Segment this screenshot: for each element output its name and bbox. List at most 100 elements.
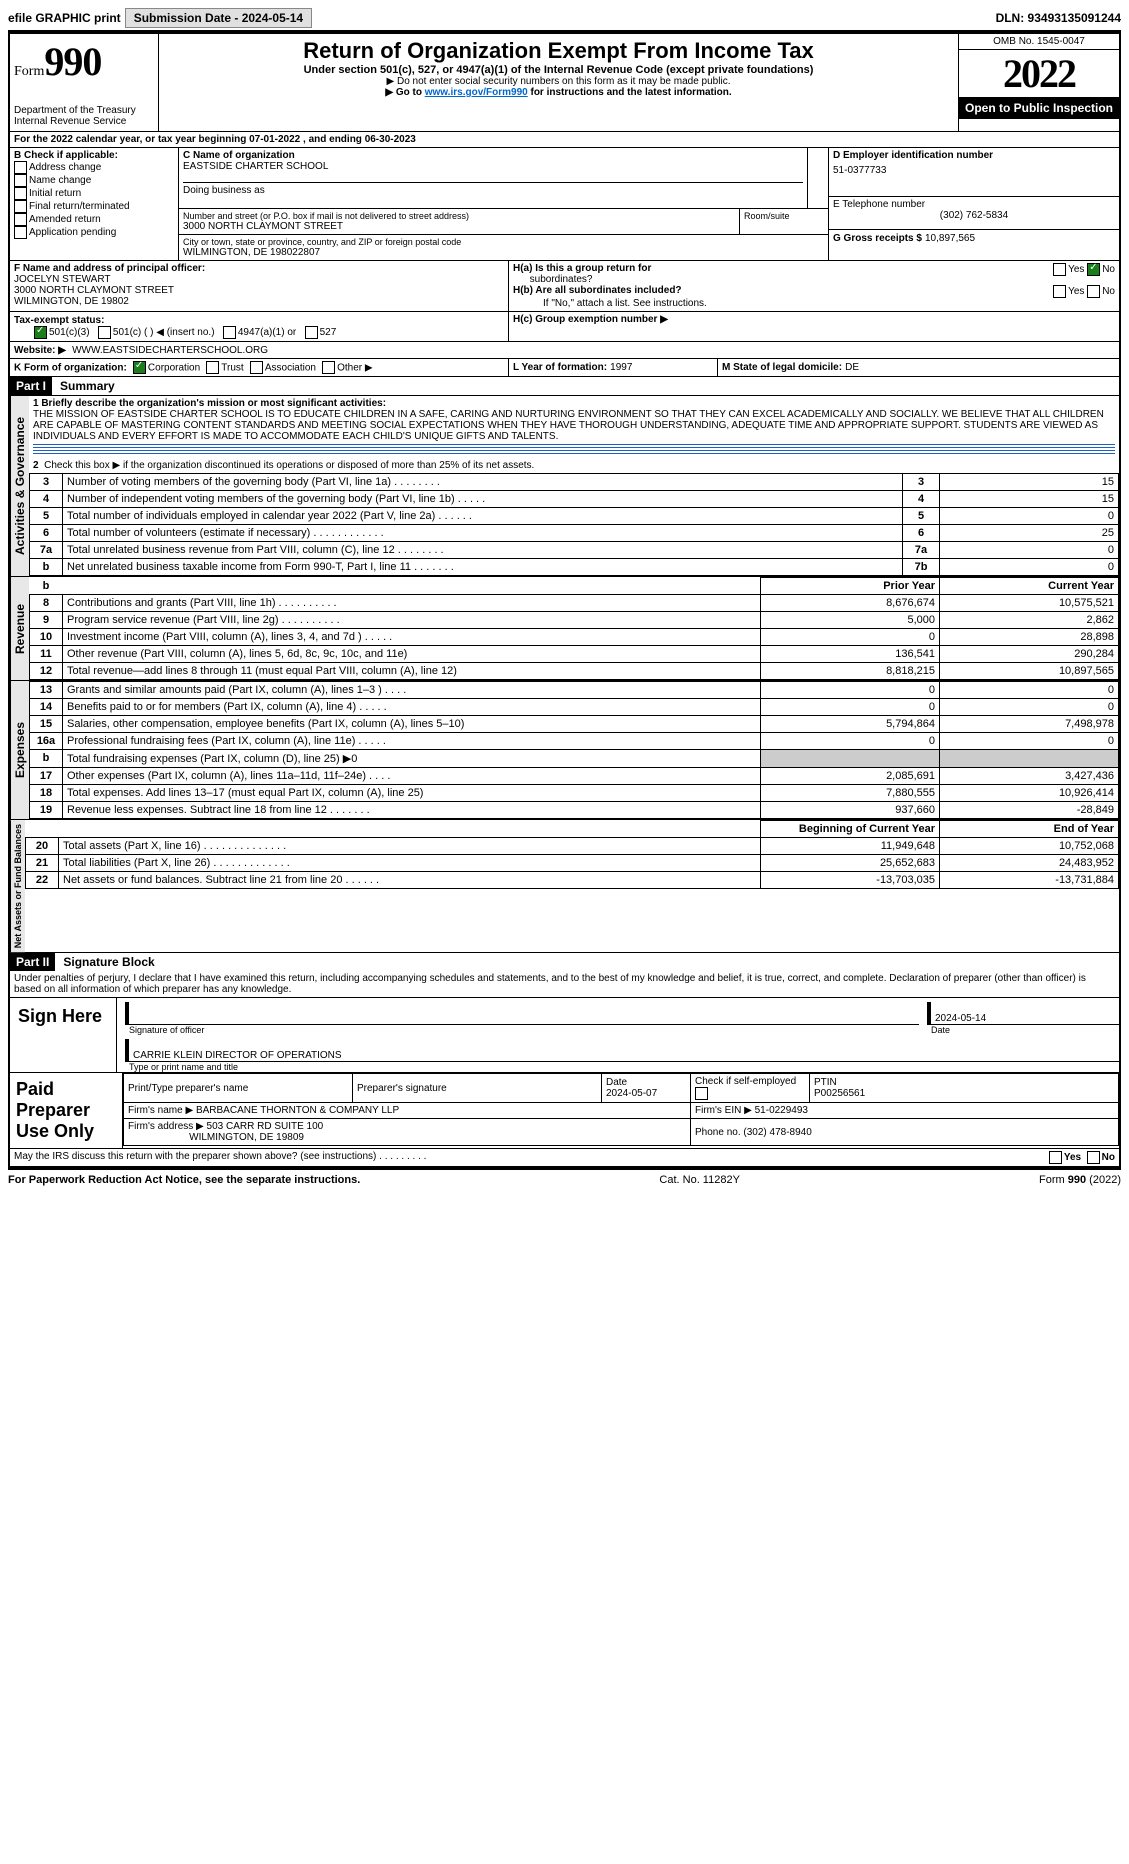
section-l: L Year of formation: 1997 — [509, 359, 718, 376]
irs-link[interactable]: www.irs.gov/Form990 — [425, 87, 528, 98]
section-k: K Form of organization: Corporation Trus… — [10, 359, 509, 376]
b-initial-return[interactable]: Initial return — [29, 188, 81, 199]
table-row: 14Benefits paid to or for members (Part … — [30, 699, 1119, 716]
firm-addr2: WILMINGTON, DE 19809 — [189, 1132, 304, 1143]
hb-yes[interactable]: Yes — [1068, 286, 1084, 297]
section-m: M State of legal domicile: DE — [718, 359, 1119, 376]
room-label: Room/suite — [744, 211, 824, 221]
j-label: Website: ▶ — [14, 345, 66, 356]
officer-addr2: WILMINGTON, DE 19802 — [14, 296, 504, 307]
preparer-title: Paid Preparer Use Only — [10, 1073, 123, 1148]
b-app-pending[interactable]: Application pending — [29, 227, 116, 238]
section-b: B Check if applicable: Address change Na… — [10, 148, 179, 260]
netassets-section: Net Assets or Fund Balances Beginning of… — [10, 819, 1119, 952]
col-prior-year: Prior Year — [761, 578, 940, 595]
b-address-change[interactable]: Address change — [29, 162, 101, 173]
f-label: F Name and address of principal officer: — [14, 263, 504, 274]
firm-ein-label: Firm's EIN ▶ — [695, 1105, 752, 1116]
prep-sig-label: Preparer's signature — [353, 1074, 602, 1103]
discuss-yes[interactable]: Yes — [1064, 1152, 1081, 1163]
hb-no[interactable]: No — [1102, 286, 1115, 297]
form-note1: ▶ Do not enter social security numbers o… — [163, 76, 954, 87]
part-i-header: Part I Summary — [10, 376, 1119, 395]
c-name-label: C Name of organization — [183, 150, 803, 161]
netassets-table: Beginning of Current YearEnd of Year 20T… — [25, 820, 1119, 889]
sig-date-label: Date — [931, 1025, 1119, 1035]
state-domicile: DE — [845, 362, 859, 373]
b-name-change[interactable]: Name change — [29, 175, 91, 186]
section-j: Website: ▶ WWW.EASTSIDECHARTERSCHOOL.ORG — [10, 342, 1119, 358]
i-527[interactable]: 527 — [320, 327, 337, 338]
ptin-value: P00256561 — [814, 1088, 865, 1099]
i-label: Tax-exempt status: — [14, 315, 104, 326]
summary-section: Activities & Governance 1 Briefly descri… — [10, 395, 1119, 576]
i-4947[interactable]: 4947(a)(1) or — [238, 327, 296, 338]
table-row: 9Program service revenue (Part VIII, lin… — [30, 612, 1119, 629]
sig-name-value: CARRIE KLEIN DIRECTOR OF OPERATIONS — [125, 1039, 1119, 1062]
k-trust[interactable]: Trust — [221, 362, 243, 373]
sig-type-label: Type or print name and title — [129, 1062, 1119, 1072]
form-word: Form — [14, 64, 44, 79]
part-i-title: Summary — [52, 379, 115, 393]
discuss-text: May the IRS discuss this return with the… — [14, 1151, 1049, 1164]
officer-addr1: 3000 NORTH CLAYMONT STREET — [14, 285, 504, 296]
col-current-year: Current Year — [940, 578, 1119, 595]
form-note2: ▶ Go to www.irs.gov/Form990 for instruct… — [163, 87, 954, 98]
vlabel-expenses: Expenses — [10, 681, 29, 819]
b-final-return[interactable]: Final return/terminated — [29, 201, 130, 212]
section-h: H(a) Is this a group return for subordin… — [509, 261, 1119, 311]
firm-ein: 51-0229493 — [755, 1105, 808, 1116]
submission-date-button[interactable]: Submission Date - 2024-05-14 — [125, 8, 312, 28]
footer-mid: Cat. No. 11282Y — [659, 1174, 740, 1186]
part-ii-title: Signature Block — [55, 955, 154, 969]
form-number: 990 — [44, 39, 101, 84]
firm-label: Firm's name ▶ — [128, 1105, 193, 1116]
table-row: 18Total expenses. Add lines 13–17 (must … — [30, 785, 1119, 802]
i-501c[interactable]: 501(c) ( ) ◀ (insert no.) — [113, 327, 215, 338]
part-ii-badge: Part II — [10, 953, 55, 971]
ha-no[interactable]: No — [1102, 264, 1115, 275]
i-501c3[interactable]: 501(c)(3) — [49, 327, 90, 338]
table-row: 7aTotal unrelated business revenue from … — [30, 542, 1119, 559]
vlabel-revenue: Revenue — [10, 577, 29, 680]
l-label: L Year of formation: — [513, 362, 607, 373]
line-a: For the 2022 calendar year, or tax year … — [10, 132, 1119, 147]
table-row: 3Number of voting members of the governi… — [30, 474, 1119, 491]
table-row: 21Total liabilities (Part X, line 26) . … — [26, 855, 1119, 872]
city-label: City or town, state or province, country… — [183, 237, 824, 247]
ein-value: 51-0377733 — [833, 165, 1115, 176]
firm-phone: (302) 478-8940 — [743, 1127, 811, 1138]
topbar: efile GRAPHIC print Submission Date - 20… — [8, 8, 1121, 32]
table-row: 11Other revenue (Part VIII, column (A), … — [30, 646, 1119, 663]
addr-label: Number and street (or P.O. box if mail i… — [183, 211, 735, 221]
section-f: F Name and address of principal officer:… — [10, 261, 509, 311]
section-c: C Name of organization EASTSIDE CHARTER … — [179, 148, 828, 260]
hb-note: If "No," attach a list. See instructions… — [513, 298, 1115, 309]
hc-label: H(c) Group exemption number ▶ — [513, 314, 668, 325]
revenue-section: Revenue bPrior YearCurrent Year 8Contrib… — [10, 576, 1119, 680]
paid-preparer-block: Paid Preparer Use Only Print/Type prepar… — [10, 1072, 1119, 1148]
omb-number: OMB No. 1545-0047 — [959, 34, 1119, 50]
table-row: 6Total number of volunteers (estimate if… — [30, 525, 1119, 542]
k-other[interactable]: Other ▶ — [337, 362, 372, 373]
firm-addr-label: Firm's address ▶ — [128, 1121, 204, 1132]
table-row: 19Revenue less expenses. Subtract line 1… — [30, 802, 1119, 819]
table-row: 20Total assets (Part X, line 16) . . . .… — [26, 838, 1119, 855]
note2-pre: ▶ Go to — [385, 87, 424, 98]
discuss-no[interactable]: No — [1102, 1152, 1115, 1163]
k-assoc[interactable]: Association — [265, 362, 316, 373]
org-name: EASTSIDE CHARTER SCHOOL — [183, 161, 803, 172]
governance-table: 3Number of voting members of the governi… — [29, 473, 1119, 576]
col-boy: Beginning of Current Year — [761, 821, 940, 838]
prep-selfemp[interactable]: Check if self-employed — [695, 1076, 796, 1087]
vlabel-governance: Activities & Governance — [10, 396, 29, 576]
form-container: Form990 Department of the Treasury Inter… — [8, 32, 1121, 1168]
table-row: 22Net assets or fund balances. Subtract … — [26, 872, 1119, 889]
table-row: 15Salaries, other compensation, employee… — [30, 716, 1119, 733]
ha-yes[interactable]: Yes — [1068, 264, 1084, 275]
k-corp[interactable]: Corporation — [148, 362, 200, 373]
b-amended[interactable]: Amended return — [29, 214, 101, 225]
firm-phone-label: Phone no. — [695, 1127, 741, 1138]
sig-date-value: 2024-05-14 — [927, 1002, 1119, 1025]
ein-label: D Employer identification number — [833, 150, 1115, 161]
